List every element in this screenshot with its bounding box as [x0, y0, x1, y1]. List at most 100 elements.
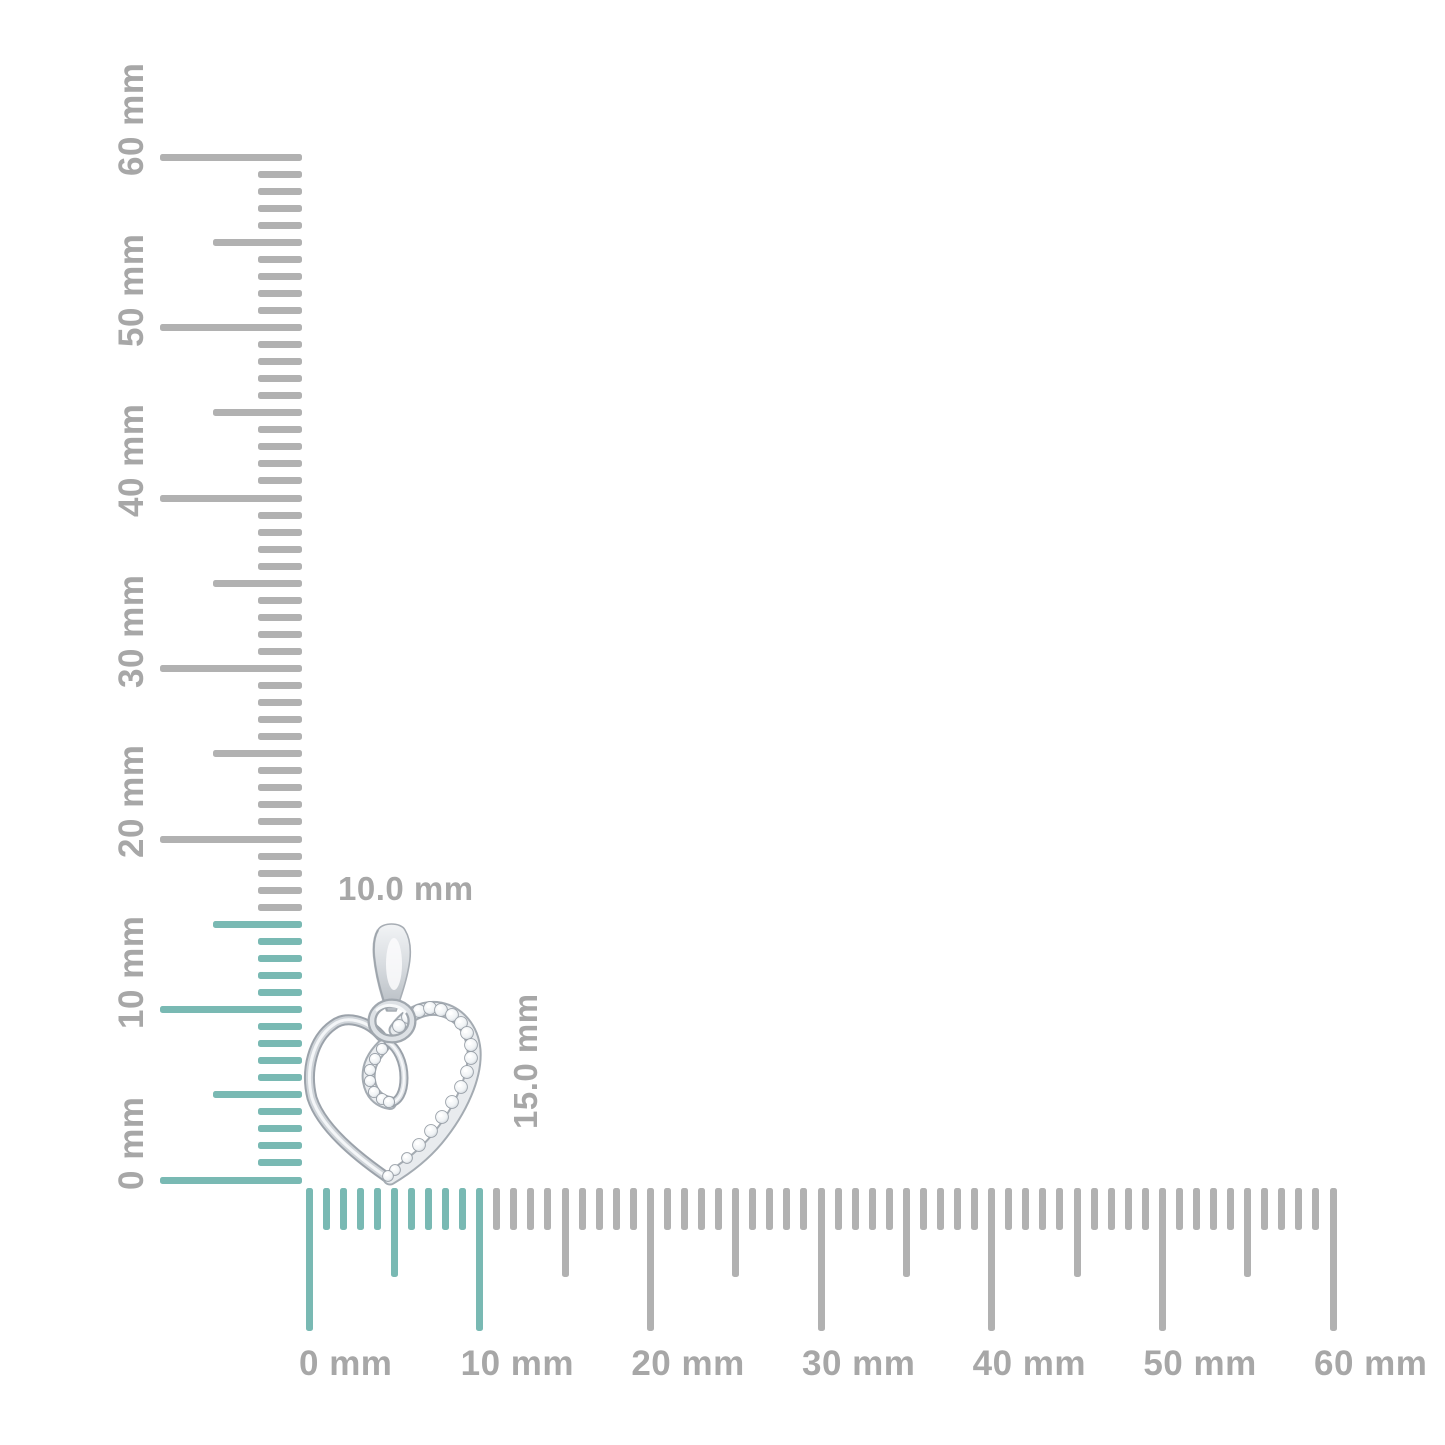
h-ruler-tick-16mm: [578, 1188, 586, 1230]
v-ruler-tick-9mm: [258, 1023, 302, 1031]
h-ruler-label-20mm: 20 mm: [631, 1344, 745, 1383]
diamond-stone: [464, 1038, 478, 1052]
heart-left-ribbon: [304, 1014, 394, 1184]
diamond-stone: [363, 1063, 377, 1077]
v-ruler-tick-54mm: [258, 255, 302, 263]
h-ruler-label-0mm: 0 mm: [299, 1344, 393, 1383]
v-ruler-tick-57mm: [258, 204, 302, 212]
diamond-stone: [445, 1008, 459, 1022]
v-ruler-tick-29mm: [258, 682, 302, 690]
h-ruler-tick-34mm: [885, 1188, 893, 1230]
diamond-stone: [460, 1065, 474, 1079]
heart-loop-plain-arc: [383, 1037, 409, 1108]
v-ruler-tick-13mm: [258, 954, 302, 962]
diamond-stone: [392, 1019, 406, 1033]
h-ruler-tick-54mm: [1227, 1188, 1235, 1230]
v-ruler-tick-1mm: [258, 1159, 302, 1167]
h-ruler-tick-52mm: [1192, 1188, 1200, 1230]
h-ruler-tick-9mm: [459, 1188, 467, 1230]
h-ruler-label-10mm: 10 mm: [460, 1344, 575, 1383]
diamond-stone: [375, 1042, 389, 1056]
v-ruler-tick-17mm: [258, 886, 302, 894]
v-ruler-tick-20mm: [160, 835, 302, 843]
h-ruler-tick-24mm: [715, 1188, 723, 1230]
h-ruler-tick-50mm: [1158, 1188, 1166, 1331]
heart-pendant-image: [304, 923, 482, 1186]
h-ruler-label-60mm: 60 mm: [1314, 1344, 1428, 1383]
h-ruler-tick-48mm: [1124, 1188, 1132, 1230]
diamond-stone: [460, 1026, 474, 1040]
v-ruler-label-40mm: 40 mm: [112, 403, 151, 517]
h-ruler-tick-3mm: [356, 1188, 364, 1230]
v-ruler-tick-15mm: [213, 920, 302, 928]
v-ruler-tick-30mm: [160, 665, 302, 672]
v-ruler-label-0mm: 0 mm: [112, 1096, 151, 1190]
h-ruler-tick-51mm: [1175, 1188, 1183, 1230]
v-ruler-label-10mm: 10 mm: [112, 915, 151, 1029]
v-ruler-tick-18mm: [258, 869, 302, 877]
h-ruler-tick-46mm: [1090, 1188, 1098, 1230]
v-ruler-tick-11mm: [258, 988, 302, 996]
v-ruler-tick-12mm: [258, 971, 302, 979]
v-ruler-tick-2mm: [258, 1142, 302, 1150]
h-ruler-tick-25mm: [732, 1188, 740, 1277]
v-ruler-tick-8mm: [258, 1040, 302, 1048]
v-ruler-tick-21mm: [258, 818, 302, 826]
h-ruler-tick-5mm: [390, 1188, 398, 1277]
v-ruler-tick-60mm: [160, 153, 302, 161]
h-ruler-tick-56mm: [1261, 1188, 1269, 1230]
v-ruler-label-60mm: 60 mm: [112, 62, 151, 176]
h-ruler-tick-57mm: [1278, 1188, 1286, 1230]
v-ruler-tick-56mm: [258, 221, 302, 229]
h-ruler-tick-1mm: [322, 1188, 330, 1230]
v-ruler-tick-5mm: [213, 1091, 302, 1099]
v-ruler-tick-38mm: [258, 528, 302, 536]
v-ruler-tick-50mm: [160, 324, 302, 331]
pendant-ring: [367, 998, 417, 1044]
h-ruler-tick-29mm: [800, 1188, 808, 1230]
h-ruler-tick-45mm: [1073, 1188, 1081, 1277]
v-ruler-tick-44mm: [258, 426, 302, 434]
h-ruler-tick-30mm: [817, 1188, 825, 1331]
v-ruler-tick-45mm: [213, 409, 302, 417]
h-ruler-tick-38mm: [954, 1188, 962, 1230]
v-ruler-tick-3mm: [258, 1125, 302, 1133]
h-ruler-tick-39mm: [971, 1188, 979, 1230]
v-ruler-tick-14mm: [258, 937, 302, 945]
h-ruler-tick-32mm: [851, 1188, 859, 1230]
v-ruler-tick-55mm: [213, 238, 302, 246]
v-ruler-tick-31mm: [258, 647, 302, 655]
h-ruler-tick-59mm: [1312, 1188, 1320, 1230]
v-ruler-tick-40mm: [160, 494, 302, 502]
v-ruler-tick-10mm: [160, 1006, 302, 1013]
v-ruler-tick-16mm: [258, 903, 302, 911]
v-ruler-tick-27mm: [258, 716, 302, 724]
v-ruler-tick-39mm: [258, 511, 302, 519]
h-ruler-tick-58mm: [1295, 1188, 1303, 1230]
h-ruler-tick-15mm: [561, 1188, 569, 1277]
v-ruler-tick-34mm: [258, 596, 302, 604]
diamond-stone: [412, 1138, 426, 1152]
diamond-stone: [382, 1095, 396, 1109]
diamond-stone: [454, 1016, 468, 1030]
diamond-stone: [363, 1074, 377, 1088]
h-ruler-tick-41mm: [1005, 1188, 1013, 1230]
diamond-stone: [435, 1110, 449, 1124]
diamond-stone: [434, 1003, 448, 1017]
h-ruler-tick-35mm: [902, 1188, 910, 1277]
h-ruler-label-30mm: 30 mm: [802, 1344, 916, 1383]
h-ruler-tick-33mm: [868, 1188, 876, 1230]
v-ruler-tick-48mm: [258, 358, 302, 366]
h-ruler-tick-26mm: [749, 1188, 757, 1230]
h-ruler-tick-40mm: [988, 1188, 996, 1331]
v-ruler-tick-52mm: [258, 289, 302, 297]
h-ruler-tick-17mm: [595, 1188, 603, 1230]
h-ruler-tick-7mm: [424, 1188, 432, 1230]
pendant-bail: [372, 923, 412, 1012]
h-ruler-tick-14mm: [544, 1188, 552, 1230]
diamond-stone: [464, 1051, 478, 1065]
v-ruler-tick-25mm: [213, 750, 302, 758]
h-ruler-label-40mm: 40 mm: [972, 1344, 1087, 1383]
h-ruler-tick-60mm: [1329, 1188, 1337, 1331]
